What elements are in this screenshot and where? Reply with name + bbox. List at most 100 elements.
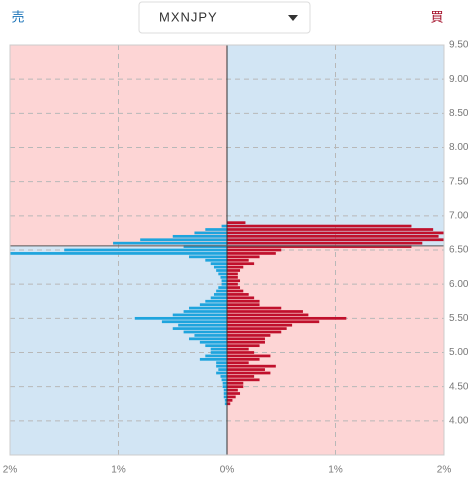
order-bar [10,252,227,255]
order-bar [172,234,227,238]
order-bar [227,337,265,341]
order-bar [227,265,244,269]
order-bar [199,340,227,344]
x-tick-label: 0% [220,465,235,476]
y-tick-label: 5.50 [449,313,469,324]
x-tick-label: 1% [111,465,126,476]
order-bar [210,262,227,266]
order-bar [213,293,227,296]
order-bar [227,392,241,395]
order-bar [64,248,227,252]
order-bar [183,310,227,313]
y-tick-label: 6.00 [449,279,469,290]
order-bar [227,361,249,365]
order-bar [227,385,244,389]
order-bar [227,272,238,276]
order-bar [216,269,227,272]
y-tick-label: 9.00 [449,74,469,85]
order-bar [227,286,241,289]
order-bar [210,347,227,351]
order-bar [194,334,227,337]
order-bar [227,231,444,235]
order-bar [218,272,227,276]
order-bar [227,347,249,351]
order-bar [227,368,265,371]
order-bar [178,323,227,327]
order-bar [227,282,238,286]
order-bar [227,313,309,317]
order-bar [227,351,255,354]
order-bar [221,279,227,283]
order-bar [227,275,238,279]
y-tick-label: 8.50 [449,108,469,119]
y-tick-label: 5.00 [449,347,469,358]
order-bar [216,361,227,365]
order-bar [222,381,227,385]
order-bar [216,289,227,293]
order-bar [227,296,255,300]
dropdown-arrow [288,15,298,21]
x-tick-label: 2% [3,465,18,476]
order-bar [227,357,260,361]
order-bar [227,234,439,238]
order-bar [221,378,227,382]
order-bar [205,299,227,303]
order-bar [140,238,227,242]
order-bar [227,364,276,368]
y-tick-label: 4.50 [449,381,469,392]
pair-dropdown[interactable] [138,1,311,34]
order-bar [227,340,265,344]
order-bar [218,368,227,371]
order-bar [220,375,227,378]
plot-border [9,44,445,456]
order-bar [220,275,227,279]
order-bar [213,265,227,269]
order-bar [199,357,227,361]
order-bar [221,282,227,286]
order-bar [210,296,227,300]
order-bar [172,313,227,317]
order-bar [134,316,227,320]
order-bar [183,245,227,248]
order-bar [227,330,282,334]
order-bar [227,354,271,358]
order-bar [199,303,227,307]
order-bar [227,375,255,378]
order-bar [227,293,249,296]
order-bar [227,252,276,255]
order-bar [227,289,244,293]
order-bar [227,262,255,266]
sell-label: 売 [11,9,24,24]
order-bar [224,402,227,406]
order-bar [227,255,260,259]
order-bar [223,395,227,399]
order-bar [224,398,227,402]
pair-name: MXNJPY [159,9,218,24]
order-bar [205,228,227,231]
order-bar [227,245,412,248]
order-bar [194,231,227,235]
order-bar [218,286,227,289]
order-bar [189,306,227,310]
order-bar [227,316,347,320]
order-bar [161,320,227,324]
order-bar [227,320,320,324]
order-bar [183,330,227,334]
order-bar [227,323,293,327]
order-bar [216,364,227,368]
order-bar [227,306,282,310]
x-tick-label: 1% [328,465,343,476]
order-bar [205,344,227,348]
order-bar [227,395,236,399]
y-tick-label: 4.00 [449,415,469,426]
order-bar [227,224,412,228]
order-bar [189,255,227,259]
order-bar [227,388,238,392]
order-bar [227,258,249,262]
order-bar [205,354,227,358]
order-bar [227,221,246,225]
order-bar [227,327,287,330]
order-bar [227,398,233,402]
order-bar [227,334,271,337]
